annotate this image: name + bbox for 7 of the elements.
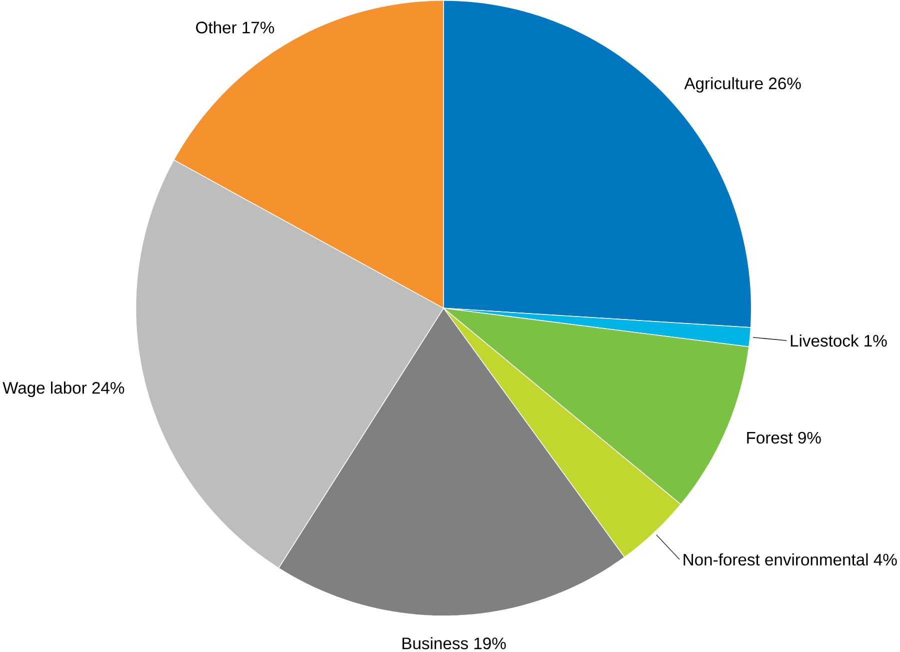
slice-label: Forest 9%: [747, 432, 821, 444]
slice-label: Wage labor 24%: [2, 382, 124, 398]
slice-label: Business 19%: [402, 637, 506, 650]
slice-label: Non-forest environmental 4%: [684, 553, 897, 566]
slice-label: Other 17%: [196, 21, 274, 34]
slice-label: Agriculture 26%: [684, 77, 801, 93]
slice-label: Livestock 1%: [790, 334, 887, 347]
